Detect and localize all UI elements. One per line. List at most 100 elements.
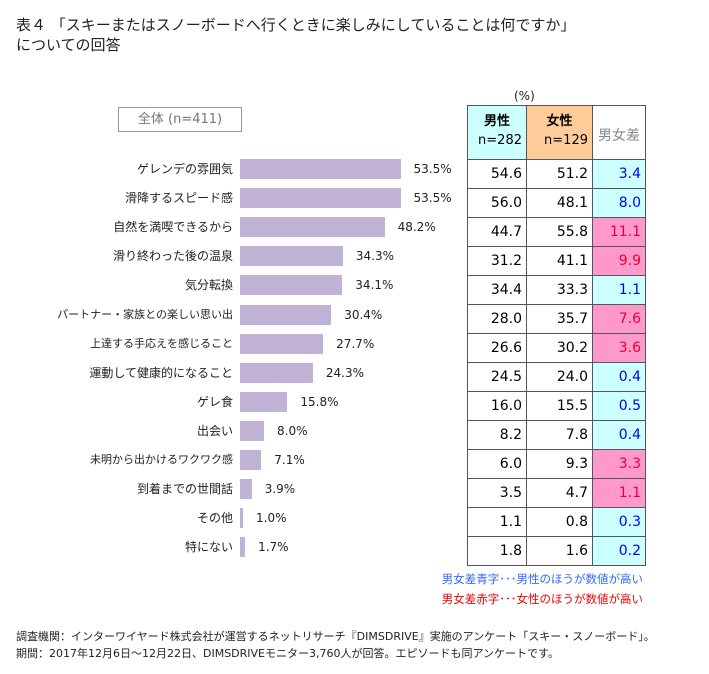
footnote-line2: 期間：2017年12月6日～12月22日、DIMSDRIVEモニター3,760人… <box>16 647 559 660</box>
bar <box>240 217 385 238</box>
value-label: 34.1% <box>355 278 394 293</box>
value-label: 24.3% <box>325 365 365 380</box>
bar <box>240 450 262 470</box>
female-cell: 48.1 <box>526 188 593 218</box>
bar <box>240 391 288 412</box>
diff-cell: 3.6 <box>592 333 646 363</box>
diff-cell: 11.1 <box>592 217 646 247</box>
male-cell: 26.6 <box>467 333 527 363</box>
bar <box>240 333 324 354</box>
diff-cell: 3.4 <box>592 159 646 189</box>
male-cell: 8.2 <box>467 420 527 450</box>
table-row: 8.2 7.8 0.4 <box>467 420 646 450</box>
table-row: 44.7 55.8 11.1 <box>467 217 646 247</box>
bar <box>240 479 252 500</box>
table-row: 6.0 9.3 3.3 <box>467 449 646 479</box>
bar <box>240 304 332 325</box>
category-label: 滑降するスピード感 <box>124 191 233 206</box>
female-cell: 30.2 <box>526 333 593 363</box>
bar <box>240 275 343 296</box>
category-label: 特にない <box>184 540 233 555</box>
category-label: その他 <box>196 511 233 526</box>
male-cell: 24.5 <box>467 362 527 392</box>
value-label: 1.0% <box>256 511 287 526</box>
female-cell: 41.1 <box>526 246 593 276</box>
value-label: 27.7% <box>336 336 375 351</box>
category-label: 出会い <box>196 423 233 438</box>
female-cell: 55.8 <box>526 217 593 247</box>
table-row: 3.5 4.7 1.1 <box>467 478 646 508</box>
bar <box>240 159 401 179</box>
female-cell: 0.8 <box>526 507 593 537</box>
male-cell: 34.4 <box>467 275 527 305</box>
category-label: 自然を満喫できるから <box>113 220 233 235</box>
unit-label: (%) <box>514 89 535 103</box>
male-header: 男性 n=282 <box>467 105 527 160</box>
diff-cell: 1.1 <box>592 275 646 305</box>
category-label: 滑り終わった後の温泉 <box>112 249 233 264</box>
male-cell: 56.0 <box>467 188 527 218</box>
male-cell: 28.0 <box>467 304 527 334</box>
table-row: 34.4 33.3 1.1 <box>467 275 646 305</box>
male-cell: 3.5 <box>467 478 527 508</box>
female-cell: 9.3 <box>526 449 593 479</box>
bar <box>240 246 343 267</box>
value-label: 30.4% <box>344 307 383 322</box>
diff-cell: 9.9 <box>592 246 646 276</box>
diff-cell: 0.4 <box>592 362 646 392</box>
male-cell: 31.2 <box>467 246 527 276</box>
category-label: 運動して健康的になること <box>89 365 233 380</box>
table-row: 24.5 24.0 0.4 <box>467 362 646 392</box>
value-label: 48.2% <box>397 220 436 235</box>
category-label: 未明から出かけるワクワク感 <box>90 453 233 466</box>
category-label: 上達する手応えを感じること <box>90 336 233 350</box>
male-cell: 54.6 <box>467 159 527 189</box>
table-row: 31.2 41.1 9.9 <box>467 246 646 276</box>
table-row: 16.0 15.5 0.5 <box>467 391 646 421</box>
diff-header: 男女差 <box>592 105 646 160</box>
title-line1: 表４ 「スキーまたはスノーボードへ行くときに楽しみにしていることは何ですか」 <box>16 16 576 34</box>
table-row: 1.1 0.8 0.3 <box>467 507 646 537</box>
female-cell: 1.6 <box>526 536 593 566</box>
diff-cell: 8.0 <box>592 188 646 218</box>
bar <box>240 508 243 529</box>
title-line2: についての回答 <box>16 36 121 54</box>
value-label: 1.7% <box>258 540 289 555</box>
table-row: 26.6 30.2 3.6 <box>467 333 646 363</box>
male-cell: 6.0 <box>467 449 527 479</box>
female-cell: 51.2 <box>526 159 593 189</box>
value-label: 34.3% <box>355 249 395 264</box>
value-label: 53.5% <box>413 191 452 206</box>
diff-cell: 3.3 <box>592 449 646 479</box>
bar <box>240 537 246 558</box>
bar <box>240 188 401 209</box>
category-label: パートナー・家族との楽しい思い出 <box>57 307 233 321</box>
table-row: 28.0 35.7 7.6 <box>467 304 646 334</box>
female-cell: 7.8 <box>526 420 593 450</box>
legend-red: 男女差赤字･･･女性のほうが数値が高い <box>441 592 643 606</box>
category-label: ゲレンデの雰囲気 <box>136 162 233 176</box>
table-row: 56.0 48.1 8.0 <box>467 188 646 218</box>
diff-cell: 0.4 <box>592 420 646 450</box>
female-header: 女性 n=129 <box>526 105 593 160</box>
table-row: 54.6 51.2 3.4 <box>467 159 646 189</box>
category-label: 気分転換 <box>184 278 233 293</box>
diff-cell: 7.6 <box>592 304 646 334</box>
male-cell: 1.8 <box>467 536 527 566</box>
bar <box>240 420 264 441</box>
male-cell: 16.0 <box>467 391 527 421</box>
diff-cell: 1.1 <box>592 478 646 508</box>
female-cell: 15.5 <box>526 391 593 421</box>
value-label: 8.0% <box>277 423 308 438</box>
total-label: 全体 (n=411) <box>118 107 242 132</box>
female-cell: 24.0 <box>526 362 593 392</box>
gender-table: 男性 n=282 女性 n=129 男女差 54.6 51.2 3.4 56.0 48.1 8… <box>467 105 646 566</box>
footnote-line1: 調査機関：インターワイヤード株式会社が運営するネットリサーチ『DIMSDRIVE… <box>16 630 655 643</box>
legend-blue: 男女差青字･･･男性のほうが数値が高い <box>441 572 643 586</box>
female-cell: 4.7 <box>526 478 593 508</box>
value-label: 15.8% <box>300 394 339 409</box>
diff-cell: 0.3 <box>592 507 646 537</box>
male-cell: 1.1 <box>467 507 527 537</box>
female-cell: 35.7 <box>526 304 593 334</box>
